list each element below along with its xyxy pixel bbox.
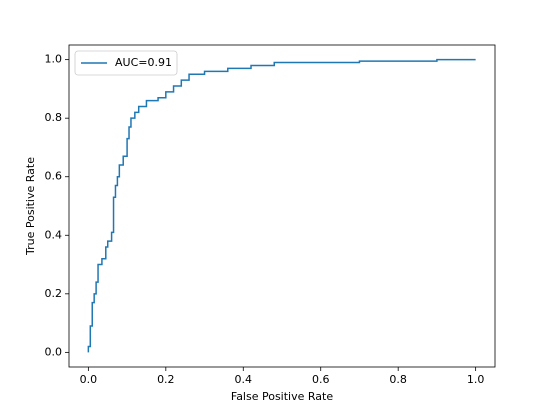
legend-box <box>74 50 178 76</box>
x-axis-label: False Positive Rate <box>231 390 333 403</box>
y-tick-label: 0.4 <box>45 228 63 241</box>
x-tick-label: 0.8 <box>389 373 407 386</box>
x-tick-label: 0.4 <box>235 373 253 386</box>
roc-line <box>87 58 476 353</box>
x-tick-label: 1.0 <box>467 373 485 386</box>
legend-label: AUC=0.91 <box>115 56 172 69</box>
x-tick-label: 0.0 <box>80 373 98 386</box>
x-tick-label: 0.2 <box>157 373 175 386</box>
y-tick-label: 0.6 <box>45 170 63 183</box>
y-tick-label: 0.2 <box>45 287 63 300</box>
y-tick-label: 0.8 <box>45 111 63 124</box>
y-axis-label: True Positive Rate <box>24 157 37 256</box>
y-tick-label: 0.0 <box>45 345 63 358</box>
axes-frame <box>68 44 496 368</box>
y-tick-label: 1.0 <box>45 53 63 66</box>
x-tick-label: 0.6 <box>312 373 330 386</box>
